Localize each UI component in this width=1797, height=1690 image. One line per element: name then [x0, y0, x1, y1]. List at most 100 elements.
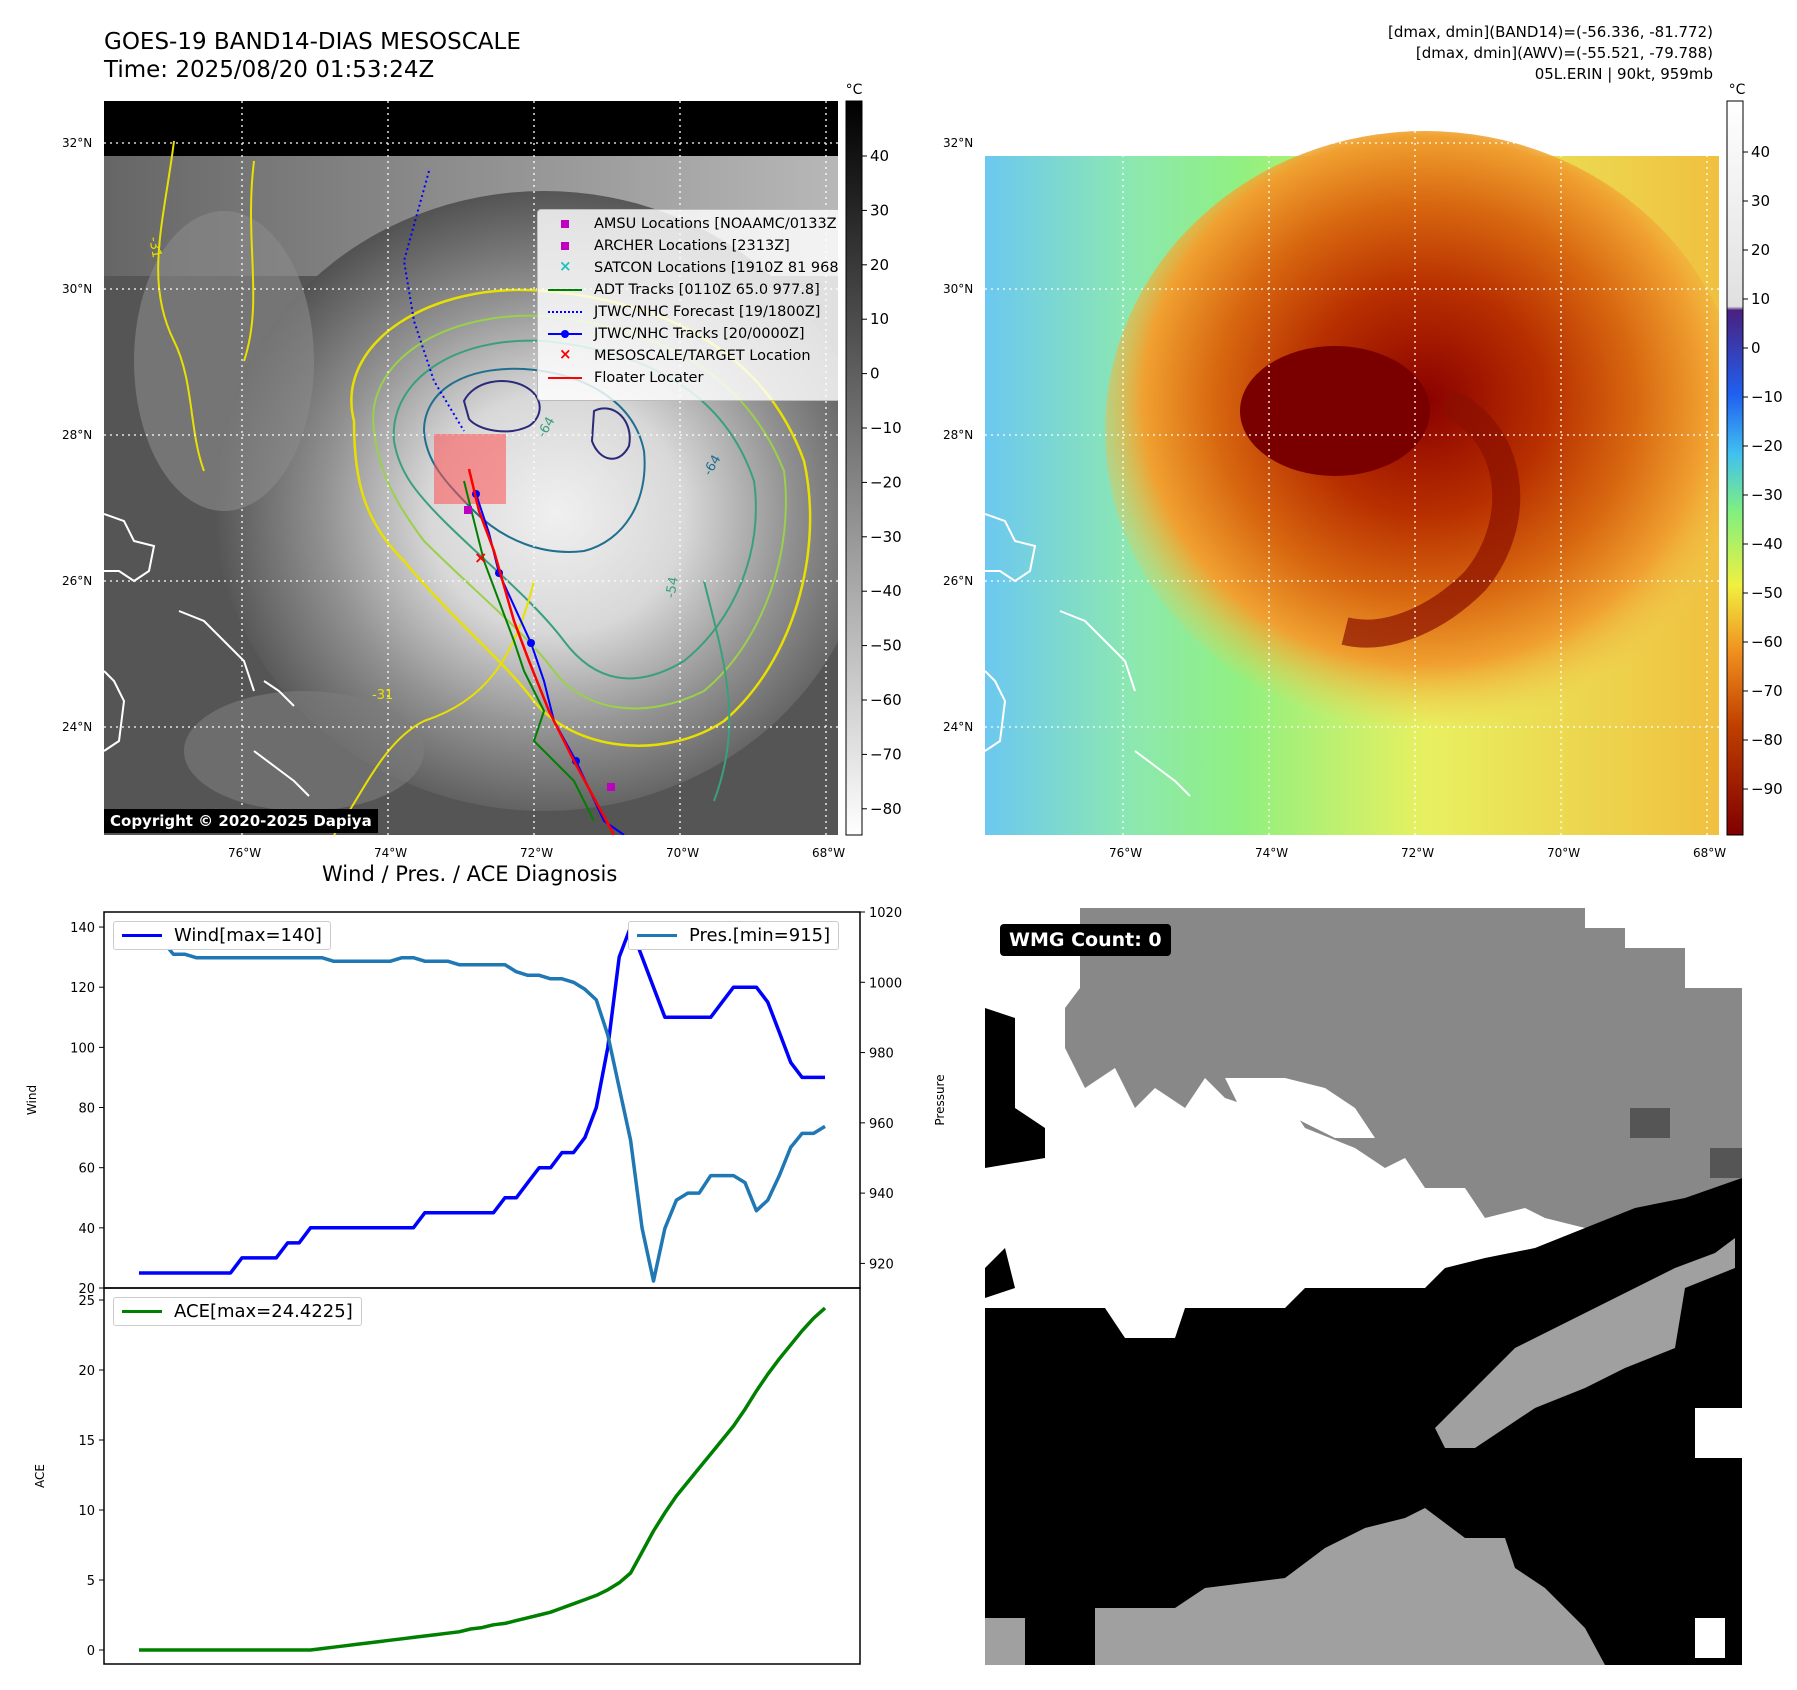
- colorbar-tick-label: −20: [870, 473, 902, 491]
- pressure-tick-label: 980: [869, 1047, 894, 1062]
- colorbar-tick-label: −90: [1751, 780, 1783, 798]
- colorbar-tick-label: 40: [870, 147, 889, 165]
- wind-tick-label: 140: [70, 921, 95, 936]
- colorbar-tick-label: −70: [870, 745, 902, 763]
- colorbar-tick-label: −30: [870, 528, 902, 546]
- chart-title: GOES-19 BAND14-DIAS MESOSCALE: [104, 29, 521, 55]
- colorbar-tick-label: 0: [1751, 339, 1761, 357]
- lon-label: 72°W: [520, 846, 554, 860]
- dias-satellite-map: [985, 101, 1719, 835]
- wind-tick-label: 80: [78, 1102, 95, 1117]
- wind-axis-label: Wind: [25, 1085, 39, 1115]
- lat-label: 28°N: [62, 428, 93, 442]
- legend-swatch: [122, 934, 162, 937]
- legend-swatch: [637, 934, 677, 937]
- lat-label: 30°N: [943, 282, 974, 296]
- ace-tick-label: 15: [78, 1434, 95, 1449]
- legend-item: Floater Locater: [548, 370, 703, 386]
- pressure-tick-label: 920: [869, 1257, 894, 1272]
- colorbar-tick-label: 10: [870, 310, 889, 328]
- colorbar-tick-label: −50: [870, 637, 902, 655]
- lat-label: 24°N: [943, 720, 974, 734]
- legend-label: ADT Tracks [0110Z 65.0 977.8]: [594, 282, 820, 298]
- ir-colorbar: °C 40 30 20 10 0 −10 −20 −30 −40 −50 −60 −70 −80: [845, 82, 902, 836]
- legend-item: ARCHER Locations [2313Z]: [548, 238, 790, 254]
- dias-colorbar-unit: °C: [1729, 82, 1746, 98]
- lat-label: 32°N: [62, 136, 93, 150]
- colorbar-tick-label: 20: [1751, 241, 1770, 259]
- colorbar-tick-label: −30: [1751, 486, 1783, 504]
- colorbar-tick-label: −40: [870, 582, 902, 600]
- colorbar-tick-label: −80: [1751, 731, 1783, 749]
- legend-symbol: [548, 216, 582, 232]
- colorbar-tick-label: 40: [1751, 143, 1770, 161]
- legend-symbol: ×: [559, 345, 572, 363]
- contour-label: -31: [372, 688, 394, 703]
- ace-tick-label: 25: [78, 1294, 95, 1309]
- colorbar-tick-label: −70: [1751, 682, 1783, 700]
- diagnosis-chart: 2040608010012014092094096098010001020Win…: [25, 906, 947, 1665]
- lon-label: 72°W: [1401, 846, 1435, 860]
- lat-label: 30°N: [62, 282, 93, 296]
- time-label: Time: 2025/08/20 01:53:24Z: [104, 57, 435, 83]
- lat-label: 24°N: [62, 720, 93, 734]
- stats-block: [dmax, dmin](BAND14)=(-56.336, -81.772) …: [1388, 22, 1713, 85]
- lon-label: 74°W: [1255, 846, 1289, 860]
- legend-label: SATCON Locations [1910Z 81 968]: [594, 260, 838, 276]
- ace-tick-label: 0: [87, 1644, 95, 1659]
- lat-label: 26°N: [943, 574, 974, 588]
- legend-symbol: [548, 326, 582, 342]
- legend-item: ADT Tracks [0110Z 65.0 977.8]: [548, 282, 820, 298]
- legend-symbol: [548, 370, 582, 386]
- ace-tick-label: 10: [78, 1504, 95, 1519]
- ace-tick-label: 20: [78, 1364, 95, 1379]
- lon-label: 76°W: [228, 846, 262, 860]
- storm-info: 05L.ERIN | 90kt, 959mb: [1534, 65, 1713, 83]
- colorbar-tick-label: −10: [1751, 388, 1783, 406]
- pressure-legend: Pres.[min=915]: [628, 921, 840, 950]
- legend-symbol: [548, 304, 582, 320]
- pressure-series-line: [139, 927, 826, 1283]
- legend-item: JTWC/NHC Tracks [20/0000Z]: [548, 326, 805, 342]
- diagnosis-title: Wind / Pres. / ACE Diagnosis: [322, 862, 618, 886]
- colorbar-tick-label: −50: [1751, 584, 1783, 602]
- colorbar-tick-label: 30: [1751, 192, 1770, 210]
- pressure-tick-label: 960: [869, 1117, 894, 1132]
- wind-series-line: [139, 925, 825, 1275]
- lat-label: 32°N: [943, 136, 974, 150]
- stats-awv: [dmax, dmin](AWV)=(-55.521, -79.788): [1415, 44, 1713, 62]
- lon-label: 74°W: [374, 846, 408, 860]
- lon-label: 68°W: [1693, 846, 1727, 860]
- lon-label: 70°W: [666, 846, 700, 860]
- wind-axes-frame: [103, 911, 861, 1289]
- legend-label: Floater Locater: [594, 370, 704, 386]
- colorbar-tick-label: −20: [1751, 437, 1783, 455]
- wind-tick-label: 40: [78, 1222, 95, 1237]
- ace-axis-label: ACE: [33, 1464, 47, 1488]
- wind-legend-label: Wind[max=140]: [174, 925, 322, 946]
- legend-label: MESOSCALE/TARGET Location: [594, 348, 811, 364]
- ace-legend-label: ACE[max=24.4225]: [174, 1301, 353, 1322]
- lat-label: 28°N: [943, 428, 974, 442]
- colorbar-tick-label: 0: [870, 365, 880, 383]
- svg-text:×: ×: [474, 548, 487, 567]
- colorbar-tick-label: −10: [870, 419, 902, 437]
- wind-legend: Wind[max=140]: [113, 921, 331, 950]
- wmg-classification-map: [985, 908, 1742, 1665]
- pressure-legend-label: Pres.[min=915]: [689, 925, 831, 946]
- ir-satellite-map: × AMSU Locations [NOAAMC/0133Z 107 946]A…: [104, 101, 838, 835]
- legend-item: × SATCON Locations [1910Z 81 968]: [548, 257, 838, 276]
- pressure-axis-label: Pressure: [933, 1074, 947, 1125]
- lon-label: 68°W: [812, 846, 846, 860]
- legend-swatch: [122, 1310, 162, 1313]
- legend-symbol: [548, 282, 582, 298]
- pressure-tick-label: 1000: [869, 976, 902, 991]
- legend-label: ARCHER Locations [2313Z]: [594, 238, 790, 254]
- ace-tick-label: 5: [87, 1574, 95, 1589]
- lon-label: 70°W: [1547, 846, 1581, 860]
- pressure-tick-label: 1020: [869, 906, 902, 921]
- legend-label: AMSU Locations [NOAAMC/0133Z 107 946]: [594, 216, 838, 232]
- map-legend: AMSU Locations [NOAAMC/0133Z 107 946] ARC…: [537, 209, 838, 401]
- legend-symbol: [548, 238, 582, 254]
- wind-tick-label: 20: [78, 1282, 95, 1297]
